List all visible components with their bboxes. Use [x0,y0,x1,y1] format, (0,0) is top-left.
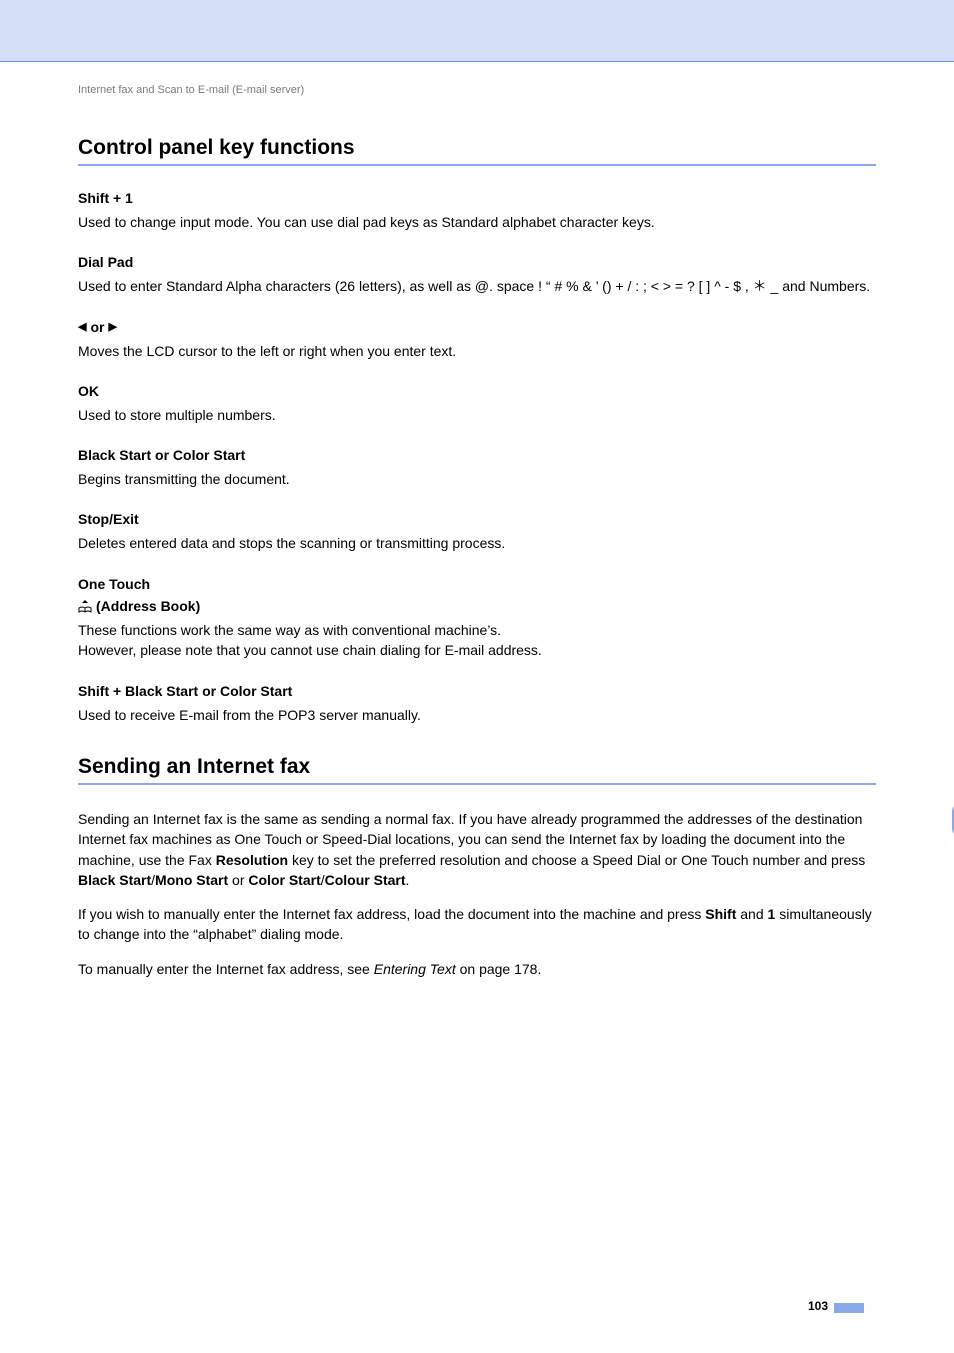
address-book-label: (Address Book) [96,598,200,614]
sub-dial-pad: Dial Pad Used to enter Standard Alpha ch… [78,254,876,296]
para-3: To manually enter the Internet fax addre… [78,959,876,979]
italic-entering-text: Entering Text [374,961,456,977]
sub-body: Used to receive E-mail from the POP3 ser… [78,705,876,725]
page-content: Internet fax and Scan to E-mail (E-mail … [0,62,954,1353]
top-bar [0,0,954,62]
text: and [736,906,767,922]
bold-shift: Shift [705,906,736,922]
sub-body: Begins transmitting the document. [78,469,876,489]
section-sending-internet-fax: Sending an Internet fax Sending an Inter… [78,755,876,979]
sub-body: Moves the LCD cursor to the left or righ… [78,341,876,361]
bold-resolution: Resolution [216,852,288,868]
section-title-control-panel: Control panel key functions [78,136,876,166]
sub-title: Shift + 1 [78,190,876,206]
sub-one-touch: One Touch (Address Book) These functions… [78,576,876,661]
page-number-bar-icon [834,1303,864,1313]
page-footer: 103 [78,1299,876,1313]
sub-ok: OK Used to store multiple numbers. [78,383,876,425]
sub-title: OK [78,383,876,399]
sub-title: Stop/Exit [78,511,876,527]
sub-black-color-start: Black Start or Color Start Begins transm… [78,447,876,489]
text: on page 178. [456,961,542,977]
bold-black-start: Black Start [78,872,151,888]
para-1: Sending an Internet fax is the same as s… [78,809,876,890]
sub-shift-start: Shift + Black Start or Color Start Used … [78,683,876,725]
text: If you wish to manually enter the Intern… [78,906,705,922]
left-arrow-icon: ◀ [78,320,86,333]
sub-body: Deletes entered data and stops the scann… [78,533,876,553]
sub-stop-exit: Stop/Exit Deletes entered data and stops… [78,511,876,553]
text: or [228,872,248,888]
bold-colour-start: Colour Start [325,872,406,888]
sub-title: ◀ or ▶ [78,319,876,335]
sub-title: Shift + Black Start or Color Start [78,683,876,699]
sub-shift-1: Shift + 1 Used to change input mode. You… [78,190,876,232]
or-text: or [90,319,104,335]
section-title-sending: Sending an Internet fax [78,755,876,785]
sub-body: Used to enter Standard Alpha characters … [78,276,876,296]
sub-body: Used to store multiple numbers. [78,405,876,425]
sub-title: Dial Pad [78,254,876,270]
sub-title-address-book: (Address Book) [78,598,876,614]
sub-body: These functions work the same way as wit… [78,620,876,661]
right-arrow-icon: ▶ [108,320,116,333]
page-number: 103 [808,1299,828,1313]
bold-mono-start: Mono Start [155,872,228,888]
breadcrumb: Internet fax and Scan to E-mail (E-mail … [78,84,876,96]
sub-arrows: ◀ or ▶ Moves the LCD cursor to the left … [78,319,876,361]
text: To manually enter the Internet fax addre… [78,961,374,977]
sub-body: Used to change input mode. You can use d… [78,212,876,232]
sub-title: Black Start or Color Start [78,447,876,463]
sub-title: One Touch [78,576,876,592]
bold-color-start: Color Start [248,872,320,888]
address-book-icon [78,598,92,614]
text: . [406,872,410,888]
para-2: If you wish to manually enter the Intern… [78,904,876,945]
text: key to set the preferred resolution and … [288,852,865,868]
